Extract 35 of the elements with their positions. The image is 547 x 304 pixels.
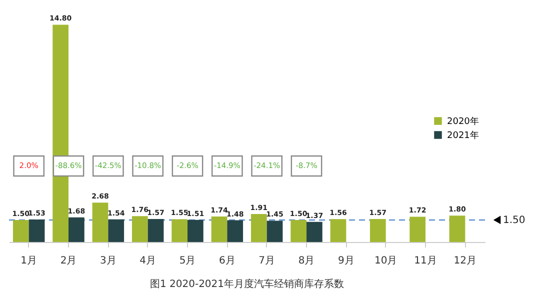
x-tick-label: 1月 (20, 256, 38, 266)
text: 图1 2020-2021年月度汽车经销商库存系数 (150, 278, 344, 290)
x-tick-label: 10月 (374, 256, 398, 266)
bar (306, 222, 322, 242)
bar (68, 217, 84, 242)
x-tick-label: 11月 (414, 256, 437, 266)
x-tick-label: 5月 (179, 256, 196, 266)
x-tick-label: 9月 (338, 256, 354, 266)
x-tick-label: 4月 (140, 256, 156, 266)
bar (227, 220, 244, 242)
legend-label: 2021年 (447, 130, 479, 141)
x-tick-label: 2月 (60, 256, 77, 266)
ref-line-label: 1.50 (503, 214, 526, 226)
x-tick-label: 3月 (100, 256, 116, 266)
bar (266, 220, 283, 242)
bar (370, 218, 386, 242)
bar (188, 220, 204, 242)
x-tick-label: 7月 (258, 256, 276, 266)
bar (290, 220, 306, 242)
bar (92, 202, 108, 242)
bar (211, 216, 228, 242)
x-tick-label: 12月 (454, 256, 477, 266)
legend-label: 2020年 (447, 116, 479, 127)
bar (250, 214, 267, 242)
bar (132, 216, 148, 242)
bar (148, 218, 164, 242)
bar (449, 216, 466, 242)
bar (330, 219, 346, 242)
x-tick-label: 8月 (298, 256, 315, 266)
x-tick-label: 6月 (218, 256, 236, 266)
bar (108, 219, 124, 242)
bar (410, 216, 426, 242)
bar (28, 220, 45, 242)
bar (172, 219, 188, 242)
bar (12, 220, 29, 242)
